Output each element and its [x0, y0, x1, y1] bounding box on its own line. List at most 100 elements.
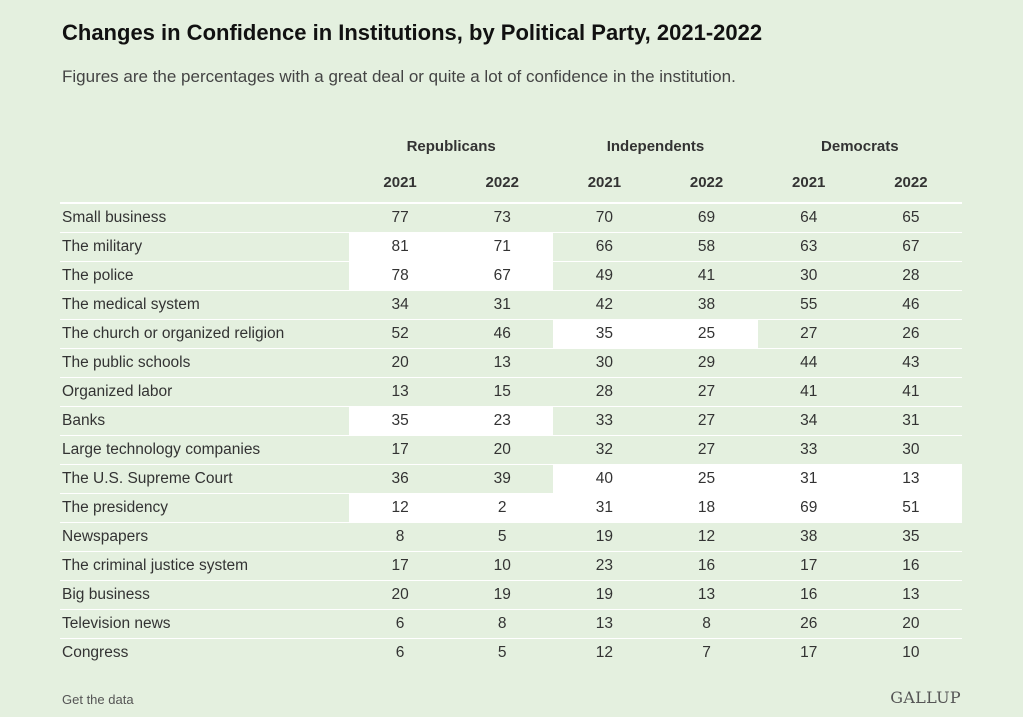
table-row: The church or organized religion 52 46 35 25…: [60, 319, 962, 349]
get-the-data-link[interactable]: Get the data: [62, 692, 134, 707]
value-cell-republicans-2021: 34: [349, 290, 452, 320]
value-cell-democrats-2021: 64: [757, 203, 860, 233]
value-cell-independents-2022: 58: [655, 232, 758, 262]
year-header-republicans-2021: 2021: [349, 162, 452, 204]
value-cell-democrats-2022: 28: [859, 261, 962, 291]
table-row: Television news 6 8 13 8 26 20: [60, 609, 962, 639]
institution-label: Newspapers: [60, 522, 349, 552]
value-cell-democrats-2021: 44: [757, 348, 860, 378]
value-cell-democrats-2021: 34: [757, 406, 860, 436]
party-header-republicans: Republicans: [406, 137, 496, 155]
value-cell-independents-2021: 40: [553, 464, 656, 494]
institution-label: The church or organized religion: [60, 319, 349, 349]
value-cell-republicans-2022: 46: [451, 319, 554, 349]
value-cell-independents-2022: 8: [655, 609, 758, 639]
value-cell-republicans-2022: 13: [451, 348, 554, 378]
table-row: The U.S. Supreme Court 36 39 40 25 31 13: [60, 464, 962, 494]
institution-label: Organized labor: [60, 377, 349, 407]
value-cell-democrats-2021: 69: [757, 493, 860, 523]
value-cell-republicans-2021: 6: [349, 609, 452, 639]
header-blank: [60, 130, 349, 162]
institution-label: Banks: [60, 406, 349, 436]
value-cell-republicans-2022: 31: [451, 290, 554, 320]
value-cell-independents-2022: 38: [655, 290, 758, 320]
value-cell-democrats-2022: 41: [859, 377, 962, 407]
value-cell-independents-2021: 19: [553, 580, 656, 610]
value-cell-independents-2022: 27: [655, 377, 758, 407]
value-cell-democrats-2021: 63: [757, 232, 860, 262]
table-row: The medical system 34 31 42 38 55 46: [60, 290, 962, 320]
value-cell-democrats-2021: 55: [757, 290, 860, 320]
value-cell-independents-2021: 35: [553, 319, 656, 349]
value-cell-republicans-2021: 6: [395, 644, 405, 661]
value-cell-independents-2021: 19: [553, 522, 656, 552]
value-cell-independents-2022: 25: [655, 464, 758, 494]
value-cell-republicans-2021: 52: [349, 319, 452, 349]
value-cell-independents-2022: 18: [655, 493, 758, 523]
value-cell-republicans-2022: 23: [451, 406, 554, 436]
value-cell-independents-2022: 16: [655, 551, 758, 581]
value-cell-democrats-2022: 31: [859, 406, 962, 436]
institution-label: The police: [60, 261, 349, 291]
value-cell-independents-2021: 49: [553, 261, 656, 291]
value-cell-independents-2021: 28: [553, 377, 656, 407]
chart-title: Changes in Confidence in Institutions, b…: [62, 20, 763, 45]
value-cell-democrats-2022: 67: [859, 232, 962, 262]
value-cell-independents-2021: 12: [595, 644, 614, 661]
value-cell-democrats-2021: 41: [757, 377, 860, 407]
value-cell-independents-2021: 70: [553, 203, 656, 233]
value-cell-democrats-2021: 30: [757, 261, 860, 291]
table-row: Large technology companies 17 20 32 27 33 30: [60, 435, 962, 465]
value-cell-democrats-2021: 38: [757, 522, 860, 552]
table-body: Small business 77 73 70 69 64 65 The military 81…: [60, 203, 962, 667]
value-cell-republicans-2021: 12: [349, 493, 452, 523]
value-cell-independents-2021: 66: [553, 232, 656, 262]
value-cell-democrats-2021: 17: [757, 551, 860, 581]
value-cell-republicans-2021: 13: [349, 377, 452, 407]
value-cell-republicans-2022: 8: [451, 609, 554, 639]
value-cell-democrats-2021: 31: [757, 464, 860, 494]
table-row: Big business 20 19 19 13 16 13: [60, 580, 962, 610]
institution-label: Congress: [62, 644, 129, 661]
value-cell-independents-2022: 69: [655, 203, 758, 233]
year-header-democrats-2021: 2021: [757, 162, 860, 204]
party-header-independents: Independents: [606, 137, 705, 155]
value-cell-democrats-2022: 13: [859, 580, 962, 610]
confidence-table: Republicans Independents Democrats 2021 …: [60, 130, 962, 667]
value-cell-independents-2021: 30: [553, 348, 656, 378]
value-cell-republicans-2022: 5: [451, 522, 554, 552]
year-header-independents-2022: 2022: [655, 162, 758, 204]
value-cell-independents-2022: 27: [655, 435, 758, 465]
value-cell-republicans-2022: 67: [451, 261, 554, 291]
value-cell-republicans-2022: 39: [451, 464, 554, 494]
value-cell-democrats-2022: 10: [902, 644, 920, 661]
table-row: Congress 6 5 12 7 17 10: [60, 639, 962, 668]
value-cell-democrats-2021: 16: [757, 580, 860, 610]
value-cell-republicans-2021: 20: [349, 348, 452, 378]
value-cell-republicans-2021: 17: [349, 435, 452, 465]
value-cell-republicans-2021: 20: [349, 580, 452, 610]
value-cell-democrats-2022: 16: [859, 551, 962, 581]
value-cell-democrats-2022: 46: [859, 290, 962, 320]
value-cell-democrats-2022: 51: [859, 493, 962, 523]
value-cell-republicans-2022: 71: [451, 232, 554, 262]
year-header-independents-2021: 2021: [553, 162, 656, 204]
value-cell-republicans-2022: 19: [451, 580, 554, 610]
table-row: The police 78 67 49 41 30 28: [60, 261, 962, 291]
chart-subtitle: Figures are the percentages with a great…: [62, 67, 736, 86]
value-cell-independents-2022: 25: [655, 319, 758, 349]
value-cell-republicans-2022: 10: [451, 551, 554, 581]
value-cell-independents-2021: 42: [553, 290, 656, 320]
value-cell-republicans-2021: 36: [349, 464, 452, 494]
gallup-logo: GALLUP: [890, 688, 961, 707]
value-cell-independents-2022: 12: [655, 522, 758, 552]
value-cell-democrats-2021: 17: [800, 644, 818, 661]
institution-label: The military: [60, 232, 349, 262]
value-cell-independents-2021: 23: [553, 551, 656, 581]
value-cell-independents-2021: 32: [553, 435, 656, 465]
value-cell-independents-2022: 13: [655, 580, 758, 610]
value-cell-democrats-2022: 20: [859, 609, 962, 639]
value-cell-democrats-2022: 30: [859, 435, 962, 465]
value-cell-republicans-2021: 78: [349, 261, 452, 291]
institution-label: The criminal justice system: [60, 551, 349, 581]
